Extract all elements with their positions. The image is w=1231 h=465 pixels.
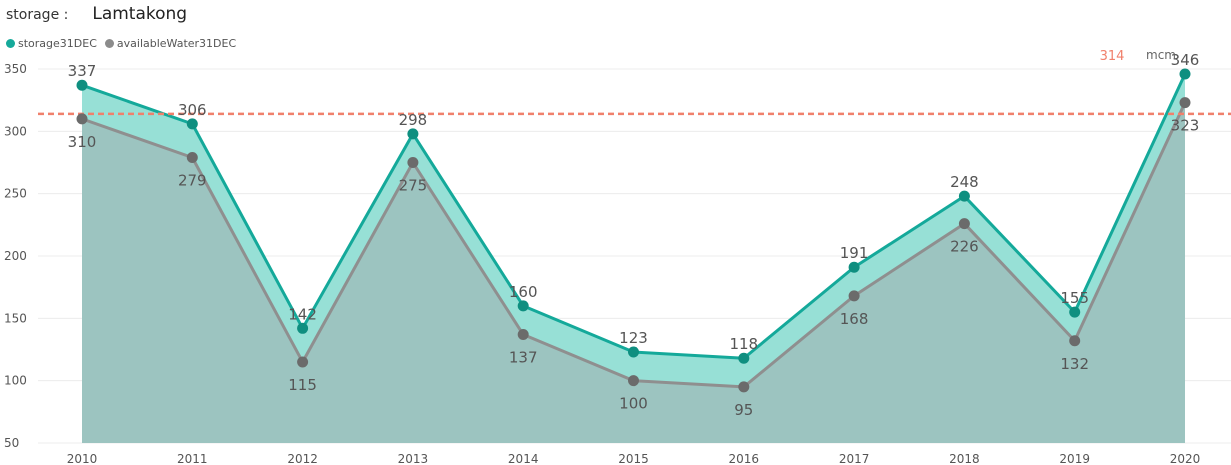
point-availableWater31DEC-2011 <box>186 152 198 164</box>
point-storage31DEC-2012 <box>297 322 309 334</box>
point-storage31DEC-2013 <box>407 128 419 140</box>
series-areas <box>82 73 1185 443</box>
data-label-availableWater31DEC-2012: 115 <box>288 376 317 394</box>
data-label-availableWater31DEC-2020: 323 <box>1171 117 1200 135</box>
data-label-storage31DEC-2016: 118 <box>729 335 758 353</box>
data-label-availableWater31DEC-2018: 226 <box>950 238 979 256</box>
data-label-storage31DEC-2013: 298 <box>399 111 428 129</box>
data-label-availableWater31DEC-2015: 100 <box>619 395 648 413</box>
data-label-availableWater31DEC-2019: 132 <box>1060 355 1089 373</box>
x-tick-label-2012: 2012 <box>287 452 318 465</box>
slicer-label: storage : <box>6 7 69 23</box>
point-storage31DEC-2017 <box>848 261 860 273</box>
data-label-storage31DEC-2012: 142 <box>288 305 317 323</box>
point-availableWater31DEC-2018 <box>958 218 970 230</box>
point-storage31DEC-2010 <box>76 79 88 91</box>
data-label-storage31DEC-2018: 248 <box>950 173 979 191</box>
y-tick-label-150: 150 <box>4 311 27 325</box>
x-tick-label-2020: 2020 <box>1170 452 1201 465</box>
legend-label-available-water: availableWater31DEC <box>116 37 237 50</box>
y-tick-label-100: 100 <box>4 374 27 388</box>
area-availableWater31DEC <box>82 102 1185 443</box>
legend: storage31DEC availableWater31DEC <box>6 37 244 50</box>
point-availableWater31DEC-2017 <box>848 290 860 302</box>
data-points <box>76 68 1191 393</box>
y-tick-label-50: 50 <box>4 436 19 450</box>
data-label-availableWater31DEC-2013: 275 <box>399 177 428 195</box>
data-label-storage31DEC-2015: 123 <box>619 329 648 347</box>
data-label-storage31DEC-2020: 346 <box>1171 51 1200 69</box>
data-label-availableWater31DEC-2016: 95 <box>734 401 753 419</box>
point-availableWater31DEC-2019 <box>1069 335 1081 347</box>
x-tick-label-2014: 2014 <box>508 452 539 465</box>
data-label-storage31DEC-2011: 306 <box>178 101 207 119</box>
reference-unit-label: mcm <box>1146 48 1176 62</box>
point-availableWater31DEC-2020 <box>1179 97 1191 109</box>
point-storage31DEC-2016 <box>738 352 750 364</box>
x-tick-label-2011: 2011 <box>177 452 208 465</box>
point-storage31DEC-2018 <box>958 190 970 202</box>
x-tick-label-2017: 2017 <box>839 452 870 465</box>
point-availableWater31DEC-2013 <box>407 157 419 168</box>
point-availableWater31DEC-2014 <box>517 329 529 341</box>
y-tick-label-300: 300 <box>4 124 27 138</box>
data-label-availableWater31DEC-2017: 168 <box>840 310 869 328</box>
point-availableWater31DEC-2016 <box>738 381 750 393</box>
point-storage31DEC-2020 <box>1179 68 1191 80</box>
legend-item-available-water[interactable]: availableWater31DEC <box>104 37 237 50</box>
point-availableWater31DEC-2012 <box>297 356 309 368</box>
data-label-storage31DEC-2014: 160 <box>509 283 538 301</box>
data-labels: 337 306 142 298 160 123 118 191 248 155 346 310 279 1… <box>68 51 1200 419</box>
legend-item-storage[interactable]: storage31DEC <box>6 37 97 50</box>
slicer-header: storage : Lamtakong <box>6 4 187 26</box>
data-label-storage31DEC-2019: 155 <box>1060 289 1089 307</box>
x-axis: 2010 2011 2012 2013 2014 2015 2016 2017 2018 2019… <box>67 452 1201 465</box>
legend-dot-storage <box>6 39 15 48</box>
x-tick-label-2010: 2010 <box>67 452 98 465</box>
point-storage31DEC-2015 <box>628 346 639 358</box>
x-tick-label-2015: 2015 <box>618 452 649 465</box>
point-storage31DEC-2019 <box>1069 306 1081 318</box>
y-tick-label-250: 250 <box>4 187 27 201</box>
point-storage31DEC-2011 <box>186 118 198 130</box>
x-tick-label-2013: 2013 <box>398 452 429 465</box>
y-tick-label-200: 200 <box>4 249 27 263</box>
y-axis: 350 300 250 200 150 100 50 <box>4 62 27 450</box>
legend-dot-available-water <box>104 39 114 48</box>
slicer-value[interactable]: Lamtakong <box>92 4 188 24</box>
x-tick-label-2016: 2016 <box>729 452 760 465</box>
y-tick-label-350: 350 <box>4 62 27 76</box>
data-label-storage31DEC-2017: 191 <box>840 244 869 262</box>
x-tick-label-2019: 2019 <box>1059 452 1090 465</box>
data-label-availableWater31DEC-2010: 310 <box>68 133 97 151</box>
point-availableWater31DEC-2015 <box>628 375 639 387</box>
point-storage31DEC-2014 <box>517 300 529 312</box>
x-tick-label-2018: 2018 <box>949 452 980 465</box>
data-label-availableWater31DEC-2011: 279 <box>178 172 207 190</box>
reference-value-label: 314 <box>1100 49 1125 64</box>
data-label-storage31DEC-2010: 337 <box>68 62 97 80</box>
data-label-availableWater31DEC-2014: 137 <box>509 349 538 367</box>
point-availableWater31DEC-2010 <box>76 113 88 125</box>
legend-label-storage: storage31DEC <box>18 37 97 50</box>
